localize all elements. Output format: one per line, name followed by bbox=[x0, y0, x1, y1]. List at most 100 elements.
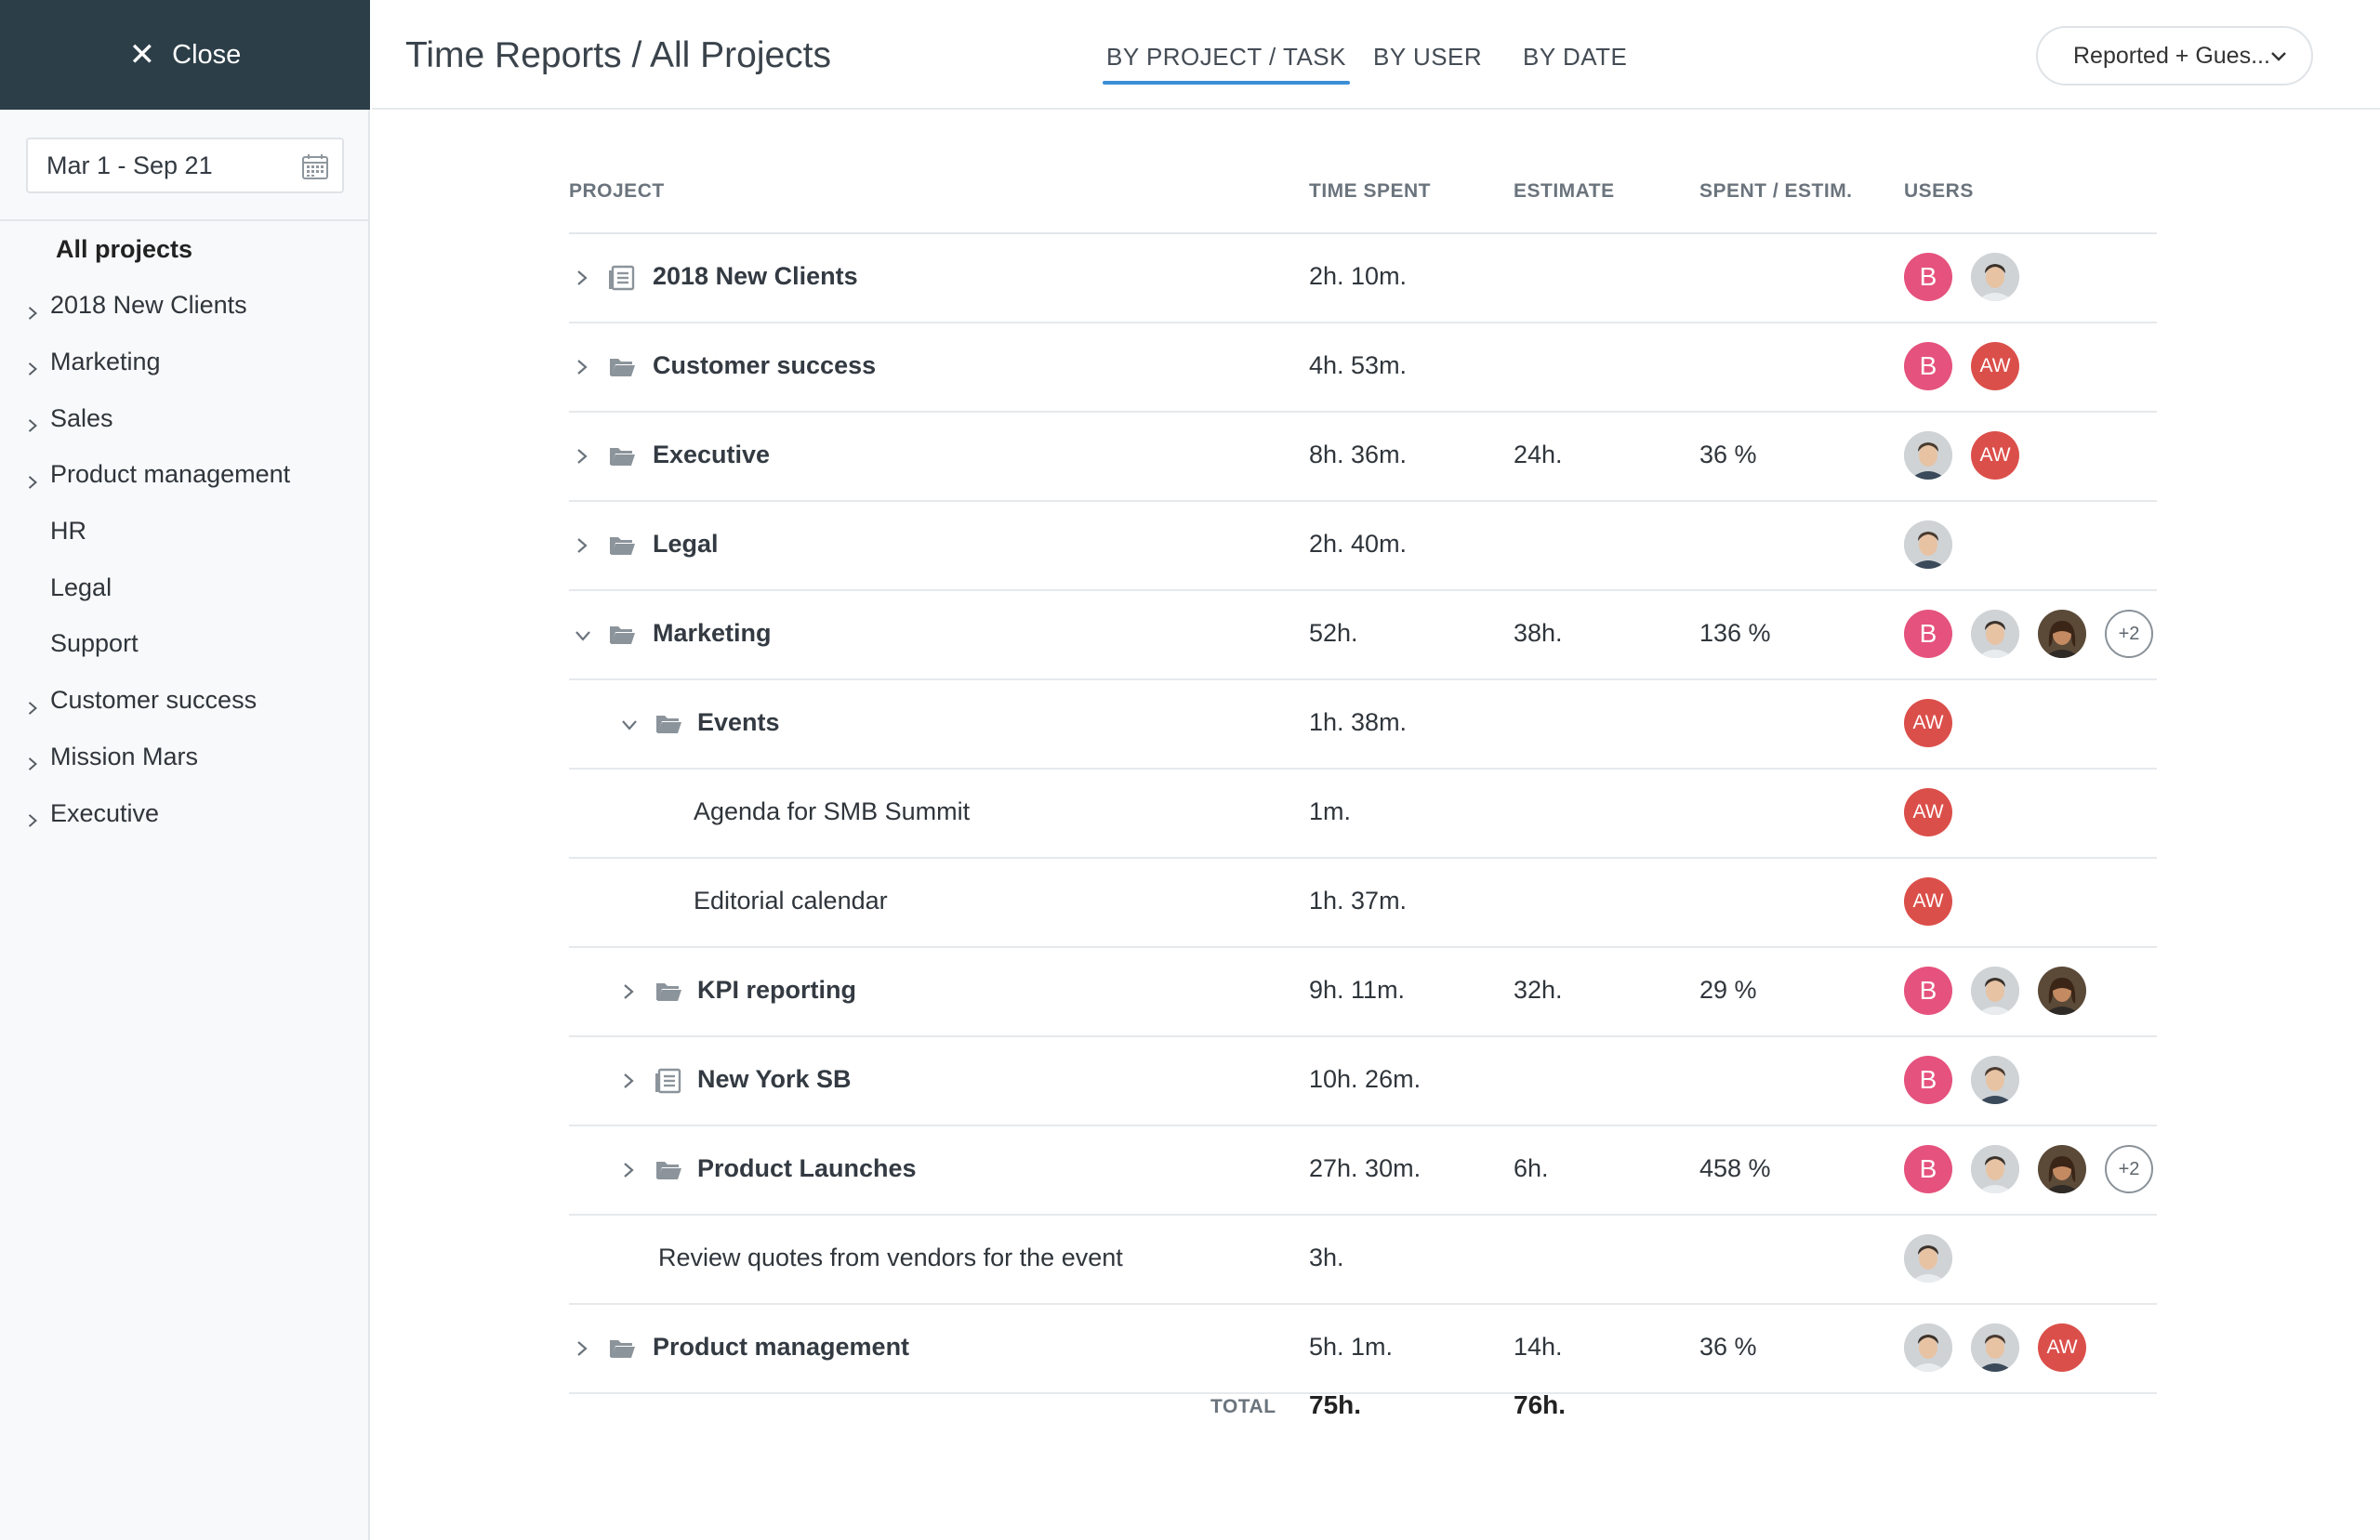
chevron-right-icon[interactable] bbox=[26, 298, 39, 320]
chevron-right-icon[interactable] bbox=[621, 1073, 636, 1089]
user-avatar-photo[interactable] bbox=[1971, 1056, 2019, 1104]
column-header-estimate[interactable]: ESTIMATE bbox=[1514, 180, 1615, 202]
sidebar-item-all-projects[interactable]: All projects bbox=[0, 223, 370, 275]
user-avatar-photo[interactable] bbox=[2038, 1145, 2086, 1193]
user-avatar-photo[interactable] bbox=[1971, 967, 2019, 1015]
user-avatar-initials[interactable]: B bbox=[1904, 342, 1952, 390]
project-name[interactable]: Review quotes from vendors for the event bbox=[658, 1244, 1123, 1271]
user-avatar-initials[interactable]: AW bbox=[2038, 1323, 2086, 1372]
user-avatar-initials[interactable]: AW bbox=[1971, 431, 2019, 480]
project-name[interactable]: 2018 New Clients bbox=[653, 262, 858, 290]
sidebar-item-label: HR bbox=[50, 517, 86, 545]
sidebar-item-label: Mission Mars bbox=[50, 742, 199, 770]
table-row[interactable]: Editorial calendar 1h. 37m. AW bbox=[569, 859, 2157, 948]
sidebar-item-label: All projects bbox=[56, 234, 193, 263]
project-name[interactable]: Product management bbox=[653, 1333, 910, 1361]
table-row[interactable]: Legal 2h. 40m. bbox=[569, 502, 2157, 591]
chevron-right-icon[interactable] bbox=[575, 448, 589, 465]
sidebar-item-customer-success[interactable]: Customer success bbox=[0, 675, 370, 727]
project-name[interactable]: New York SB bbox=[697, 1065, 852, 1093]
date-range-input[interactable]: Mar 1 - Sep 21 bbox=[26, 138, 344, 193]
user-avatar-initials[interactable]: B bbox=[1904, 1056, 1952, 1104]
table-row[interactable]: 2018 New Clients 2h. 10m. B bbox=[569, 234, 2157, 323]
sidebar-item-support[interactable]: Support bbox=[0, 618, 370, 670]
chevron-right-icon[interactable] bbox=[26, 693, 39, 715]
user-avatar-photo[interactable] bbox=[1971, 1145, 2019, 1193]
sidebar-item-mission-mars[interactable]: Mission Mars bbox=[0, 731, 370, 783]
user-avatar-initials[interactable]: AW bbox=[1904, 788, 1952, 836]
estimate-cell: 14h. bbox=[1514, 1333, 1563, 1361]
user-avatar-initials[interactable]: B bbox=[1904, 1145, 1952, 1193]
project-name[interactable]: Events bbox=[697, 708, 780, 736]
column-header-time-spent[interactable]: TIME SPENT bbox=[1309, 180, 1432, 202]
chevron-right-icon[interactable] bbox=[26, 749, 39, 771]
chevron-right-icon[interactable] bbox=[621, 983, 636, 1000]
chevron-right-icon[interactable] bbox=[575, 1340, 589, 1357]
user-avatar-initials[interactable]: B bbox=[1904, 610, 1952, 658]
project-name[interactable]: Product Launches bbox=[697, 1154, 917, 1182]
sidebar-item-label: Product management bbox=[50, 460, 291, 489]
column-header-spent-estim[interactable]: SPENT / ESTIM. bbox=[1699, 180, 1853, 202]
tab-by-project-task[interactable]: BY PROJECT / TASK bbox=[1103, 43, 1350, 85]
chevron-right-icon[interactable] bbox=[621, 1162, 636, 1178]
project-name[interactable]: Marketing bbox=[653, 619, 772, 647]
more-users-badge[interactable]: +2 bbox=[2105, 1145, 2153, 1193]
chevron-right-icon[interactable] bbox=[575, 359, 589, 375]
close-button[interactable]: ✕ Close bbox=[0, 0, 370, 110]
sidebar-item-executive[interactable]: Executive bbox=[0, 787, 370, 839]
chevron-down-icon[interactable] bbox=[575, 628, 591, 643]
project-name[interactable]: Executive bbox=[653, 441, 771, 468]
tab-by-date[interactable]: BY DATE bbox=[1523, 43, 1628, 71]
column-header-project[interactable]: PROJECT bbox=[569, 180, 665, 202]
chevron-right-icon[interactable] bbox=[26, 354, 39, 376]
chevron-down-icon[interactable] bbox=[621, 717, 638, 732]
chevron-right-icon[interactable] bbox=[26, 467, 39, 489]
project-name[interactable]: KPI reporting bbox=[697, 976, 857, 1004]
chevron-right-icon[interactable] bbox=[575, 270, 589, 286]
user-avatar-photo[interactable] bbox=[1904, 1234, 1952, 1283]
report-filter-dropdown[interactable]: Reported + Gues... bbox=[2036, 26, 2313, 86]
table-row[interactable]: KPI reporting 9h. 11m. 32h. 29 % B bbox=[569, 948, 2157, 1037]
sidebar-divider bbox=[0, 219, 370, 221]
sidebar-item-legal[interactable]: Legal bbox=[0, 561, 370, 613]
table-row[interactable]: Review quotes from vendors for the event… bbox=[569, 1216, 2157, 1305]
project-name[interactable]: Agenda for SMB Summit bbox=[694, 797, 971, 825]
chevron-right-icon[interactable] bbox=[26, 411, 39, 432]
user-avatar-initials[interactable]: AW bbox=[1904, 699, 1952, 747]
sidebar-item-marketing[interactable]: Marketing bbox=[0, 336, 370, 388]
page-title: Time Reports / All Projects bbox=[405, 35, 832, 75]
user-avatar-photo[interactable] bbox=[2038, 967, 2086, 1015]
user-avatar-initials[interactable]: AW bbox=[1904, 877, 1952, 926]
user-avatar-photo[interactable] bbox=[1904, 431, 1952, 480]
sidebar-item-2018-new-clients[interactable]: 2018 New Clients bbox=[0, 280, 370, 332]
user-avatar-photo[interactable] bbox=[1971, 1323, 2019, 1372]
project-name[interactable]: Legal bbox=[653, 530, 719, 558]
table-row[interactable]: Product management 5h. 1m. 14h. 36 % AW bbox=[569, 1305, 2157, 1394]
sidebar-item-hr[interactable]: HR bbox=[0, 506, 370, 558]
table-row[interactable]: Customer success 4h. 53m. B AW bbox=[569, 323, 2157, 413]
calendar-icon[interactable] bbox=[301, 152, 329, 180]
table-row[interactable]: New York SB 10h. 26m. B bbox=[569, 1037, 2157, 1126]
time-spent-cell: 1m. bbox=[1309, 797, 1352, 825]
table-row[interactable]: Product Launches 27h. 30m. 6h. 458 % B +2 bbox=[569, 1126, 2157, 1216]
user-avatar-photo[interactable] bbox=[1971, 253, 2019, 301]
chevron-right-icon[interactable] bbox=[575, 537, 589, 554]
sidebar-item-product-management[interactable]: Product management bbox=[0, 449, 370, 501]
tab-by-user[interactable]: BY USER bbox=[1373, 43, 1483, 71]
user-avatar-photo[interactable] bbox=[1904, 1323, 1952, 1372]
table-row[interactable]: Agenda for SMB Summit 1m. AW bbox=[569, 770, 2157, 859]
table-row[interactable]: Events 1h. 38m. AW bbox=[569, 680, 2157, 770]
user-avatar-photo[interactable] bbox=[2038, 610, 2086, 658]
sidebar-item-sales[interactable]: Sales bbox=[0, 392, 370, 444]
table-row[interactable]: Executive 8h. 36m. 24h. 36 % AW bbox=[569, 413, 2157, 502]
user-avatar-photo[interactable] bbox=[1904, 520, 1952, 569]
user-avatar-initials[interactable]: AW bbox=[1971, 342, 2019, 390]
user-avatar-photo[interactable] bbox=[1971, 610, 2019, 658]
project-name[interactable]: Customer success bbox=[653, 351, 877, 379]
user-avatar-initials[interactable]: B bbox=[1904, 967, 1952, 1015]
chevron-right-icon[interactable] bbox=[26, 806, 39, 827]
table-row[interactable]: Marketing 52h. 38h. 136 % B +2 bbox=[569, 591, 2157, 680]
more-users-badge[interactable]: +2 bbox=[2105, 610, 2153, 658]
user-avatar-initials[interactable]: B bbox=[1904, 253, 1952, 301]
project-name[interactable]: Editorial calendar bbox=[694, 887, 888, 915]
